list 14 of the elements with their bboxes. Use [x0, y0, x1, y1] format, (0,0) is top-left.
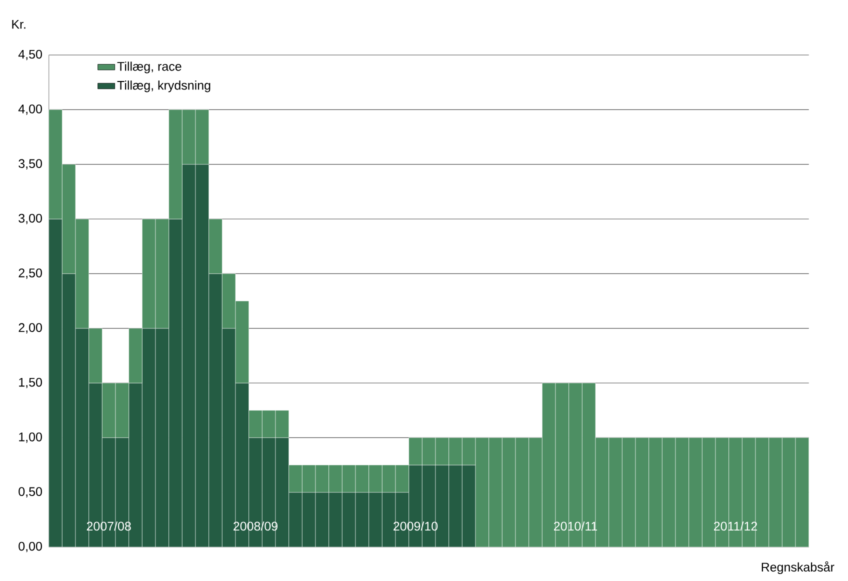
y-tick-label: 0,00 [18, 542, 42, 552]
y-tick-label: 4,00 [18, 104, 42, 115]
y-tick-label: 1,00 [19, 432, 42, 443]
y-tick-label: 3,00 [18, 214, 42, 224]
legend-label: Tillæg, krydsning [117, 80, 210, 92]
y-tick-label: 1,50 [19, 378, 42, 388]
legend-label: Tillæg, race [117, 62, 182, 74]
y-tick-label: 2,50 [18, 268, 42, 279]
y-tick-label: 3,50 [18, 159, 42, 170]
x-axis-title: Regnskabsår [762, 561, 834, 574]
y-tick-label: 2,00 [18, 323, 42, 334]
y-tick-label: 0,50 [18, 487, 42, 498]
y-axis-title: Kr. [12, 20, 26, 29]
y-tick-label: 4,50 [18, 50, 42, 60]
